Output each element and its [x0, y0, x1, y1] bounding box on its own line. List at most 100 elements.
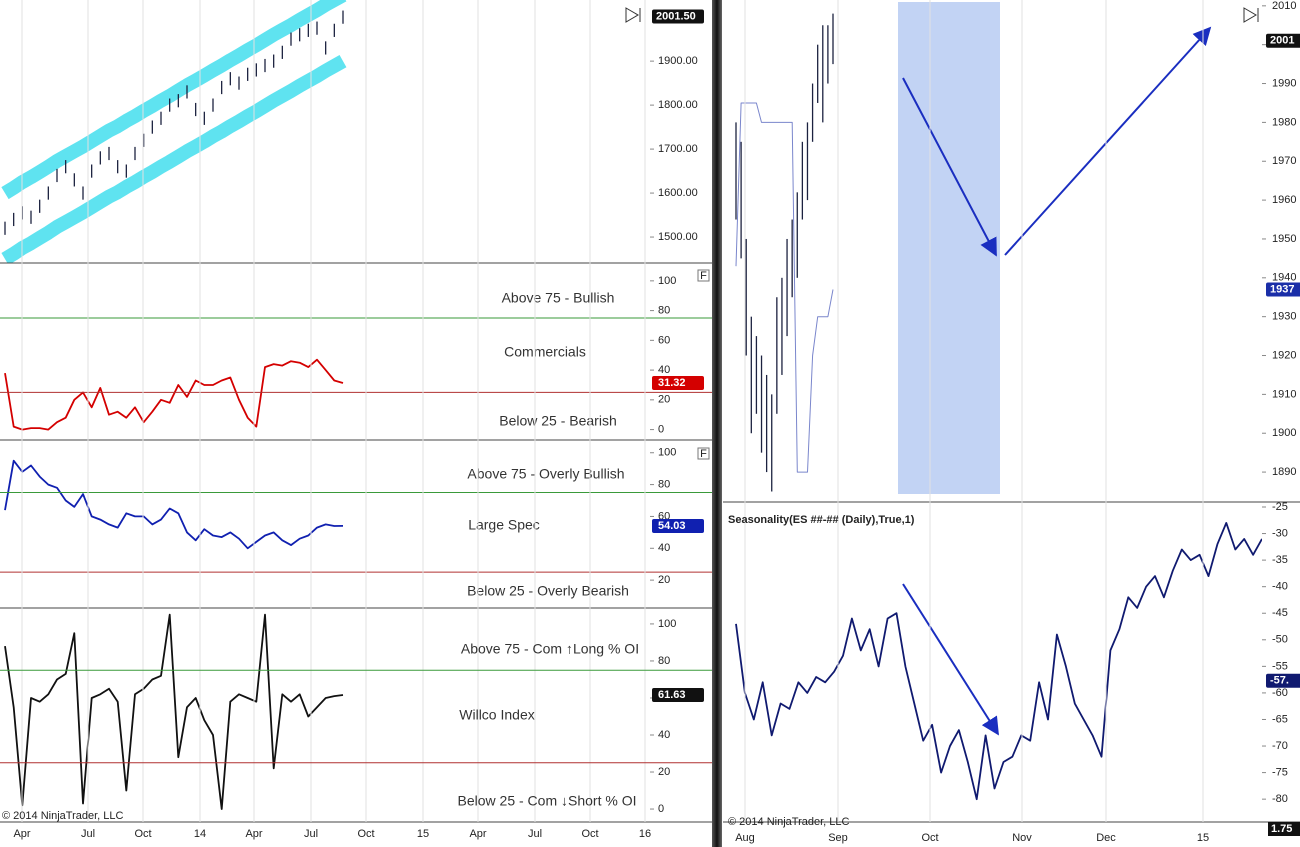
y-tick-label: 1900.00 — [658, 55, 698, 67]
annotation: Below 25 - Bearish — [499, 413, 617, 429]
x-tick-label: 16 — [639, 828, 651, 840]
y-tick-label: 1700.00 — [658, 143, 698, 155]
copyright: © 2014 NinjaTrader, LLC — [2, 810, 123, 822]
y-tick-label: 0 — [658, 803, 664, 815]
x-tick-label: Sep — [828, 832, 848, 844]
y-tick-label: 1800.00 — [658, 99, 698, 111]
y-tick-label: 40 — [658, 542, 670, 554]
x-tick-label: Oct — [134, 828, 151, 840]
value-tag — [652, 9, 704, 24]
x-tick-label: Jul — [528, 828, 542, 840]
panel-button-label: F — [700, 270, 707, 282]
y-tick-label: 1960 — [1272, 194, 1296, 206]
value-tag-label: 1.75 — [1271, 823, 1292, 835]
y-tick-label: 1500.00 — [658, 231, 698, 243]
value-tag-label: 2001 — [1270, 35, 1294, 47]
x-tick-label: 15 — [1197, 832, 1209, 844]
y-tick-label: 80 — [658, 305, 670, 317]
y-tick-label: 20 — [658, 766, 670, 778]
x-tick-label: Apr — [469, 828, 486, 840]
plot — [4, 459, 344, 550]
panel-button[interactable] — [697, 447, 710, 460]
plot — [735, 13, 834, 492]
value-tag — [652, 518, 704, 533]
y-tick-label: -45 — [1272, 607, 1288, 619]
panel-title: Seasonality(ES ##-## (Daily),True,1) — [728, 514, 915, 526]
y-tick-label: -65 — [1272, 713, 1288, 725]
y-tick-label: -50 — [1272, 634, 1288, 646]
y-tick-label: -25 — [1272, 501, 1288, 513]
y-tick-label: 60 — [658, 334, 670, 346]
panel-button[interactable] — [697, 269, 710, 282]
panel-divider — [712, 0, 722, 847]
panel-button-label: F — [700, 448, 707, 460]
series-line — [4, 358, 344, 431]
y-tick-label: 1600.00 — [658, 187, 698, 199]
x-tick-label: Jul — [81, 828, 95, 840]
annotation: Below 25 - Overly Bearish — [467, 583, 629, 599]
x-tick-label: Dec — [1096, 832, 1116, 844]
y-tick-label: 20 — [658, 574, 670, 586]
y-tick-label: 1920 — [1272, 349, 1296, 361]
value-tag-label: -57. — [1270, 675, 1289, 687]
y-tick-label: 1990 — [1272, 77, 1296, 89]
arrow — [1004, 26, 1212, 256]
indicator-line — [735, 102, 834, 473]
value-tag — [652, 376, 704, 391]
y-tick-label: 1970 — [1272, 155, 1296, 167]
y-tick-label: 100 — [658, 447, 676, 459]
x-tick-label: 14 — [194, 828, 206, 840]
y-tick-label: -40 — [1272, 581, 1288, 593]
y-tick-label: 100 — [658, 275, 676, 287]
value-tag-label: 31.32 — [658, 377, 686, 389]
arrow — [902, 77, 997, 257]
band — [1, 55, 347, 263]
series-line — [735, 522, 1262, 801]
y-tick-label: 80 — [658, 655, 670, 667]
value-tag — [1266, 282, 1300, 297]
annotation: Above 75 - Overly Bullish — [467, 466, 624, 482]
y-tick-label: -60 — [1272, 687, 1288, 699]
y-tick-label: 1980 — [1272, 116, 1296, 128]
y-tick-label: 0 — [658, 423, 664, 435]
y-tick-label: -55 — [1272, 660, 1288, 672]
y-tick-label: -35 — [1272, 554, 1288, 566]
annotation: Above 75 - Bullish — [502, 290, 615, 306]
y-tick-label: 100 — [658, 618, 676, 630]
scroll-end-icon[interactable] — [1243, 7, 1259, 23]
y-tick-label: -70 — [1272, 740, 1288, 752]
y-tick-label: 40 — [658, 729, 670, 741]
annotation: Commercials — [504, 344, 586, 360]
season-window — [898, 2, 1000, 494]
y-tick-label: 1890 — [1272, 466, 1296, 478]
scroll-end-icon[interactable] — [625, 7, 641, 23]
series-line — [4, 459, 344, 550]
value-tag — [1266, 673, 1300, 688]
x-tick-label: Jul — [304, 828, 318, 840]
x-tick-label: Nov — [1012, 832, 1032, 844]
y-tick-label: -30 — [1272, 527, 1288, 539]
copyright: © 2014 NinjaTrader, LLC — [728, 816, 849, 828]
x-tick-label: Oct — [357, 828, 374, 840]
x-tick-label: Oct — [581, 828, 598, 840]
y-tick-label: 20 — [658, 394, 670, 406]
arrow — [902, 583, 999, 736]
y-tick-label: 1950 — [1272, 233, 1296, 245]
x-tick-label: 15 — [417, 828, 429, 840]
annotation: Below 25 - Com ↓Short % OI — [458, 793, 637, 809]
y-tick-label: 1940 — [1272, 272, 1296, 284]
plot — [4, 613, 344, 810]
value-tag — [652, 687, 704, 702]
x-tick-label: Apr — [245, 828, 262, 840]
value-tag — [1266, 33, 1300, 48]
annotation: Willco Index — [459, 707, 534, 723]
annotation: Above 75 - Com ↑Long % OI — [461, 641, 639, 657]
band — [1, 0, 347, 200]
y-tick-label: 1910 — [1272, 388, 1296, 400]
y-tick-label: -75 — [1272, 767, 1288, 779]
y-tick-label: -80 — [1272, 793, 1288, 805]
series-line — [4, 613, 344, 810]
plot — [735, 522, 1262, 801]
x-tick-label: Apr — [13, 828, 30, 840]
